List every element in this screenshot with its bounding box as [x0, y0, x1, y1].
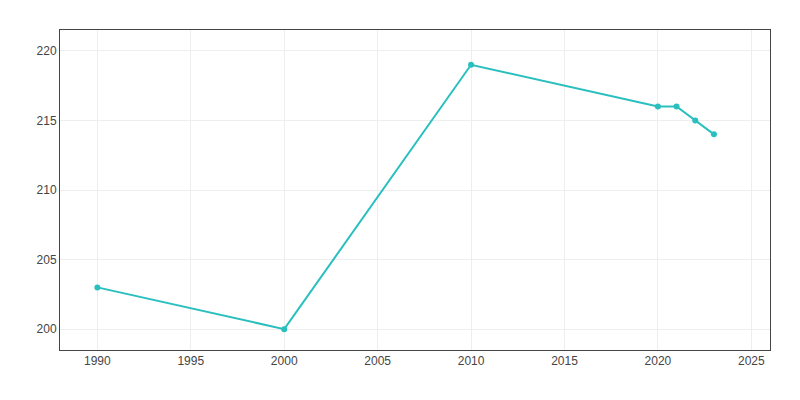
svg-text:2010: 2010 — [458, 354, 485, 368]
svg-text:200: 200 — [37, 322, 57, 336]
svg-text:2025: 2025 — [738, 354, 765, 368]
svg-text:205: 205 — [37, 253, 57, 267]
svg-text:220: 220 — [37, 44, 57, 58]
svg-text:1990: 1990 — [84, 354, 111, 368]
svg-text:215: 215 — [37, 114, 57, 128]
svg-text:2000: 2000 — [271, 354, 298, 368]
svg-text:1995: 1995 — [177, 354, 204, 368]
svg-text:2020: 2020 — [645, 354, 672, 368]
svg-text:2005: 2005 — [364, 354, 391, 368]
svg-text:2015: 2015 — [551, 354, 578, 368]
svg-text:210: 210 — [37, 183, 57, 197]
